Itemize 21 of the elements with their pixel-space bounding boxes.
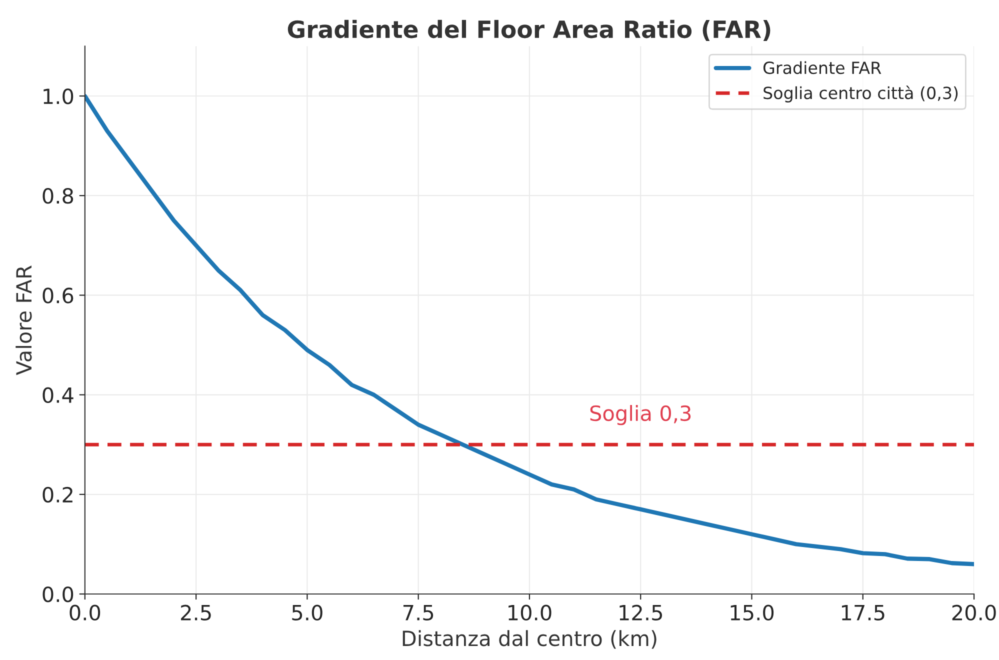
y-tick-label: 0.4 — [42, 387, 74, 404]
y-tick-label: 0.0 — [42, 586, 74, 602]
x-tick-label: 20.0 — [952, 604, 996, 621]
legend-label: Soglia centro città (0,3) — [764, 86, 958, 102]
x-axis-title: Distanza dal centro (km) — [402, 630, 656, 649]
x-tick-label: 10.0 — [508, 604, 552, 621]
x-tick-label: 17.5 — [842, 605, 884, 621]
x-tick-label: 12.5 — [620, 604, 662, 621]
chart-title: Gradiente del Floor Area Ratio (FAR) — [288, 20, 770, 41]
y-tick-label: 1.0 — [44, 88, 74, 104]
x-tick-label: 5.0 — [292, 604, 322, 621]
y-axis-title: Valore FAR — [16, 266, 32, 376]
y-tick-label: 0.8 — [42, 188, 74, 204]
legend-label: Gradiente FAR — [763, 61, 882, 74]
y-tick-label: 0.2 — [42, 486, 72, 503]
x-tick-label: 2.5 — [181, 604, 211, 621]
y-tick-label: 0.6 — [42, 288, 74, 304]
x-tick-label: 7.5 — [403, 605, 434, 621]
x-tick-label: 0.0 — [70, 604, 100, 621]
annotation: Soglia 0,3 — [590, 404, 691, 426]
x-tick-label: 15.0 — [730, 604, 774, 621]
